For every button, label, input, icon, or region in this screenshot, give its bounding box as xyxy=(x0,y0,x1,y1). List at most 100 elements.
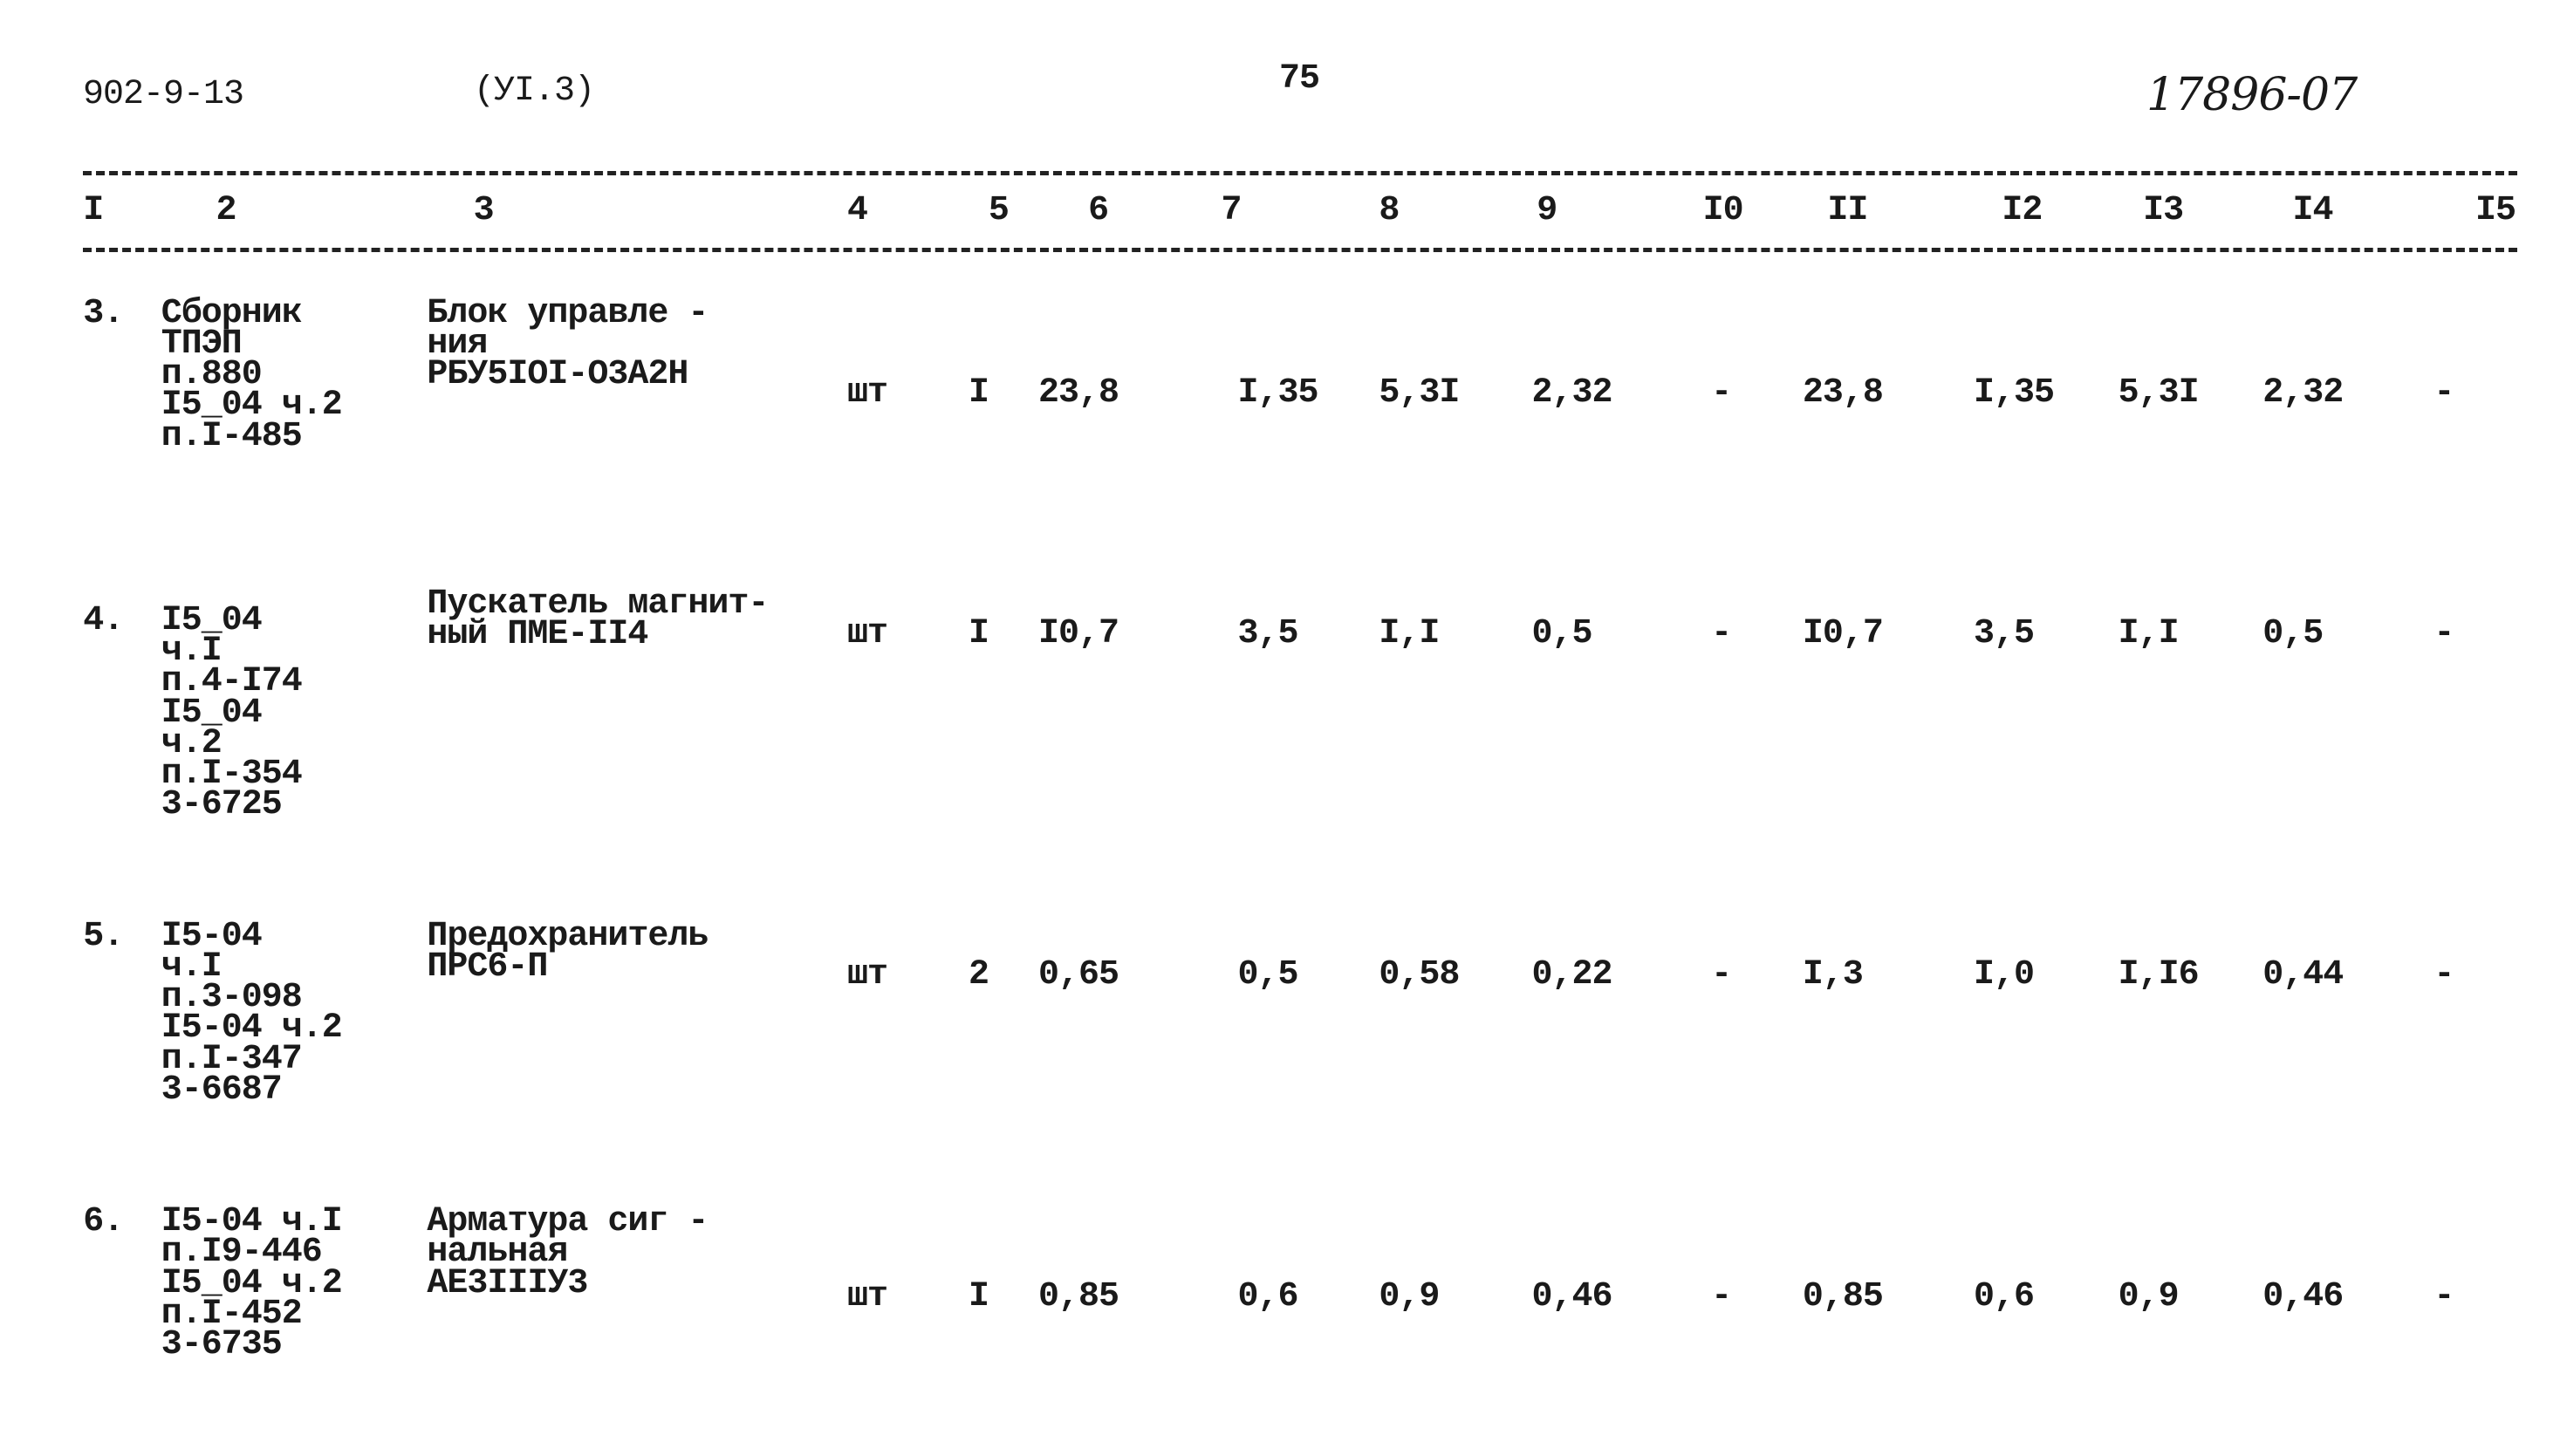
value: 0,46 xyxy=(2262,1276,2344,1316)
value: 0,58 xyxy=(1379,954,1460,995)
value: I,3 xyxy=(1802,954,1864,995)
row-number: 4. xyxy=(83,600,124,640)
column-header: 7 xyxy=(1221,190,1242,230)
value: - xyxy=(1711,373,1732,414)
row-number: 6. xyxy=(83,1202,124,1242)
value: I,I xyxy=(1379,614,1440,654)
value: 0,6 xyxy=(1237,1276,1298,1316)
name-line: нальная xyxy=(427,1233,568,1273)
column-header: I5 xyxy=(2475,190,2516,230)
column-header: 3 xyxy=(473,190,495,230)
name-line: Арматура сиг - xyxy=(427,1202,708,1242)
value: 0,5 xyxy=(2262,614,2324,654)
value: 0,65 xyxy=(1038,954,1119,995)
value: I,I6 xyxy=(2118,954,2200,995)
column-header: 9 xyxy=(1537,190,1557,230)
source-line: I5_04 ч.2 xyxy=(161,1263,343,1303)
column-header: 8 xyxy=(1379,190,1400,230)
doc-code: 902-9-13 xyxy=(83,75,244,114)
source-line: 3-6687 xyxy=(161,1070,283,1110)
value: I,35 xyxy=(1237,373,1318,414)
name-line: ный ПМЕ-II4 xyxy=(427,615,648,655)
value: I,0 xyxy=(1973,954,2035,995)
source-line: п.880 xyxy=(161,355,263,395)
source-line: п.4-I74 xyxy=(161,662,303,702)
value: 0,9 xyxy=(2118,1276,2180,1316)
value: 0,9 xyxy=(1379,1276,1440,1316)
unit: шт xyxy=(847,373,888,414)
source-line: ТПЭП xyxy=(161,324,243,364)
name-line: ния xyxy=(427,324,488,364)
source-line: ч.2 xyxy=(161,723,222,763)
value: I,35 xyxy=(1973,373,2055,414)
value: I,I xyxy=(2118,614,2180,654)
value: 2 xyxy=(969,954,989,995)
source-line: I5-04 ч.I xyxy=(161,1202,343,1242)
value: 0,6 xyxy=(1973,1276,2035,1316)
source-line: 3-6725 xyxy=(161,785,283,825)
source-line: п.I-485 xyxy=(161,416,303,456)
column-header: 6 xyxy=(1088,190,1109,230)
value: 0,46 xyxy=(1531,1276,1612,1316)
value: - xyxy=(2434,1276,2454,1316)
value: I0,7 xyxy=(1802,614,1884,654)
name-line: Пускатель магнит- xyxy=(427,584,769,624)
value: 0,22 xyxy=(1531,954,1612,995)
column-header: 4 xyxy=(847,190,868,230)
column-header: 5 xyxy=(988,190,1010,230)
rule xyxy=(83,171,2517,175)
source-line: I5-04 ч.2 xyxy=(161,1008,343,1049)
source-line: п.I9-446 xyxy=(161,1233,323,1273)
name-line: РБУ5IOI-O3A2H xyxy=(427,355,688,395)
column-header: II xyxy=(1827,190,1868,230)
value: - xyxy=(1711,1276,1732,1316)
value: I xyxy=(969,614,989,654)
value: I0,7 xyxy=(1038,614,1119,654)
source-line: ч.I xyxy=(161,632,222,672)
value: 23,8 xyxy=(1802,373,1884,414)
value: 2,32 xyxy=(1531,373,1612,414)
unit: шт xyxy=(847,614,888,654)
source-line: I5_04 xyxy=(161,600,263,640)
column-header: I0 xyxy=(1702,190,1744,230)
column-header: I xyxy=(83,190,104,230)
value: - xyxy=(2434,954,2454,995)
source-line: 3-6735 xyxy=(161,1325,283,1365)
source-line: ч.I xyxy=(161,947,222,987)
name-line: Блок управле - xyxy=(427,293,708,333)
unit: шт xyxy=(847,954,888,995)
value: I xyxy=(969,373,989,414)
value: 3,5 xyxy=(1237,614,1298,654)
doc-number: 17896-07 xyxy=(2146,69,2358,121)
source-line: Сборник xyxy=(161,293,303,333)
name-line: ПРС6-П xyxy=(427,947,548,987)
source-line: п.3-098 xyxy=(161,978,303,1018)
source-line: I5_04 ч.2 xyxy=(161,386,343,426)
name-line: Предохранитель xyxy=(427,916,708,956)
value: 0,5 xyxy=(1531,614,1592,654)
unit: шт xyxy=(847,1276,888,1316)
value: - xyxy=(2434,373,2454,414)
source-line: I5-04 xyxy=(161,916,263,956)
page-number: 75 xyxy=(1279,59,1320,99)
row-number: 5. xyxy=(83,916,124,956)
value: - xyxy=(2434,614,2454,654)
value: 3,5 xyxy=(1973,614,2035,654)
source-line: п.I-354 xyxy=(161,755,303,795)
column-header: I4 xyxy=(2292,190,2334,230)
column-header: 2 xyxy=(216,190,237,230)
column-header: I2 xyxy=(2002,190,2043,230)
rule xyxy=(83,248,2517,252)
value: - xyxy=(1711,614,1732,654)
source-line: п.I-452 xyxy=(161,1294,303,1334)
row-number: 3. xyxy=(83,293,124,333)
value: 2,32 xyxy=(2262,373,2344,414)
value: 5,3I xyxy=(2118,373,2200,414)
value: 0,44 xyxy=(2262,954,2344,995)
value: 0,5 xyxy=(1237,954,1298,995)
sheet: (УI.3) xyxy=(474,72,595,111)
value: 0,85 xyxy=(1802,1276,1884,1316)
name-line: АЕ3IIIУ3 xyxy=(427,1263,588,1303)
source-line: I5_04 xyxy=(161,693,263,733)
